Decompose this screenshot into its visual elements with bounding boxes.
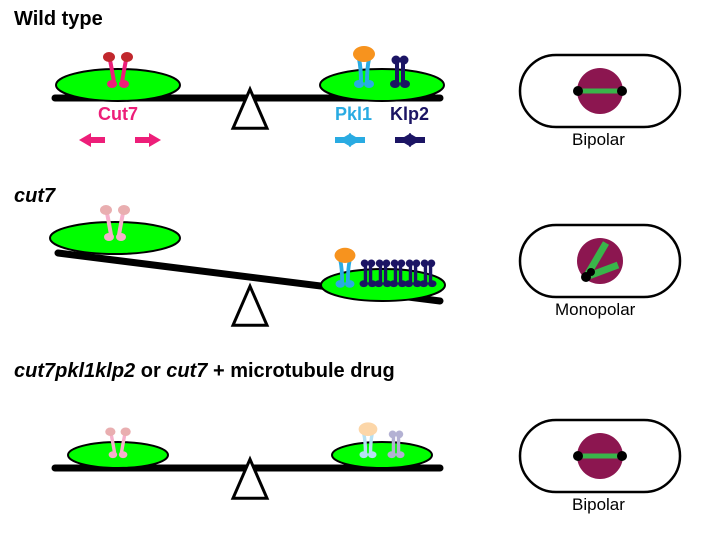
panel-title: cut7pkl1klp2 or cut7 + microtubule drug [14, 360, 395, 383]
protein-label: Klp2 [390, 104, 429, 125]
diagram-canvas [0, 0, 704, 541]
panel-title: cut7 [14, 185, 55, 208]
protein-label: Pkl1 [335, 104, 372, 125]
panel-title: Wild type [14, 8, 103, 31]
cell-caption: Bipolar [572, 495, 625, 515]
cell-caption: Monopolar [555, 300, 635, 320]
cell-caption: Bipolar [572, 130, 625, 150]
protein-label: Cut7 [98, 104, 138, 125]
